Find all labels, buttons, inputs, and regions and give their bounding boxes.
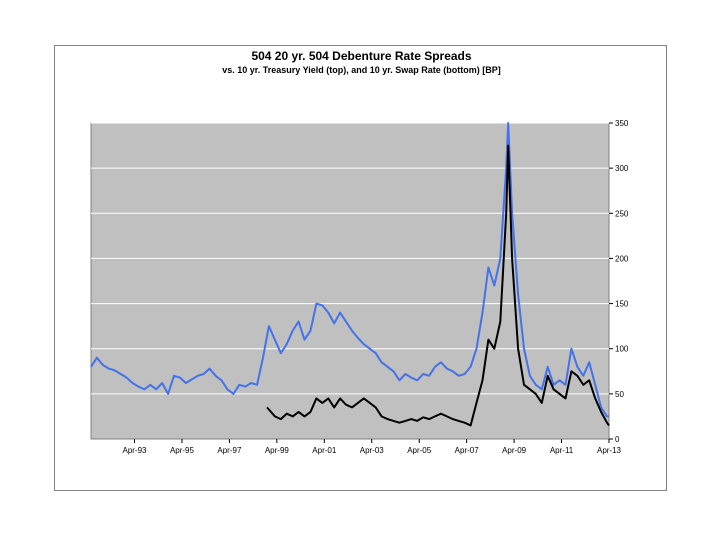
y-tick-label: 250 [615,209,629,218]
y-tick-label: 200 [615,254,629,263]
x-tick-label: Apr-01 [312,446,337,455]
chart-frame: 504 20 yr. 504 Debenture Rate Spreads vs… [54,45,667,491]
plot-area: 0 50 100 150 200 250 300 350 Apr-93 Apr-95 Apr-97 A… [90,119,629,455]
series-line-treasury [90,122,609,418]
x-tick-label: Apr-13 [597,446,622,455]
x-tick-label: Apr-97 [217,446,242,455]
y-tick-label: 150 [615,300,629,309]
x-tick-label: Apr-93 [122,446,147,455]
series-line-swap [266,144,610,427]
x-tick-label: Apr-09 [502,446,527,455]
y-tick-label: 100 [615,345,629,354]
y-tick-label: 0 [615,435,620,444]
plot-background [90,122,610,440]
x-tick-label: Apr-05 [407,446,432,455]
y-tick-label: 350 [615,119,629,128]
x-tick-label: Apr-99 [265,446,290,455]
x-tick-label: Apr-03 [360,446,385,455]
y-tick-label: 300 [615,164,629,173]
x-tick-label: Apr-95 [170,446,195,455]
chart-subtitle: vs. 10 yr. Treasury Yield (top), and 10 … [222,65,501,75]
x-tick-label: Apr-11 [550,446,574,455]
y-tick-label: 50 [615,390,624,399]
x-tick-label: Apr-07 [455,446,480,455]
chart-title: 504 20 yr. 504 Debenture Rate Spreads [251,49,472,63]
